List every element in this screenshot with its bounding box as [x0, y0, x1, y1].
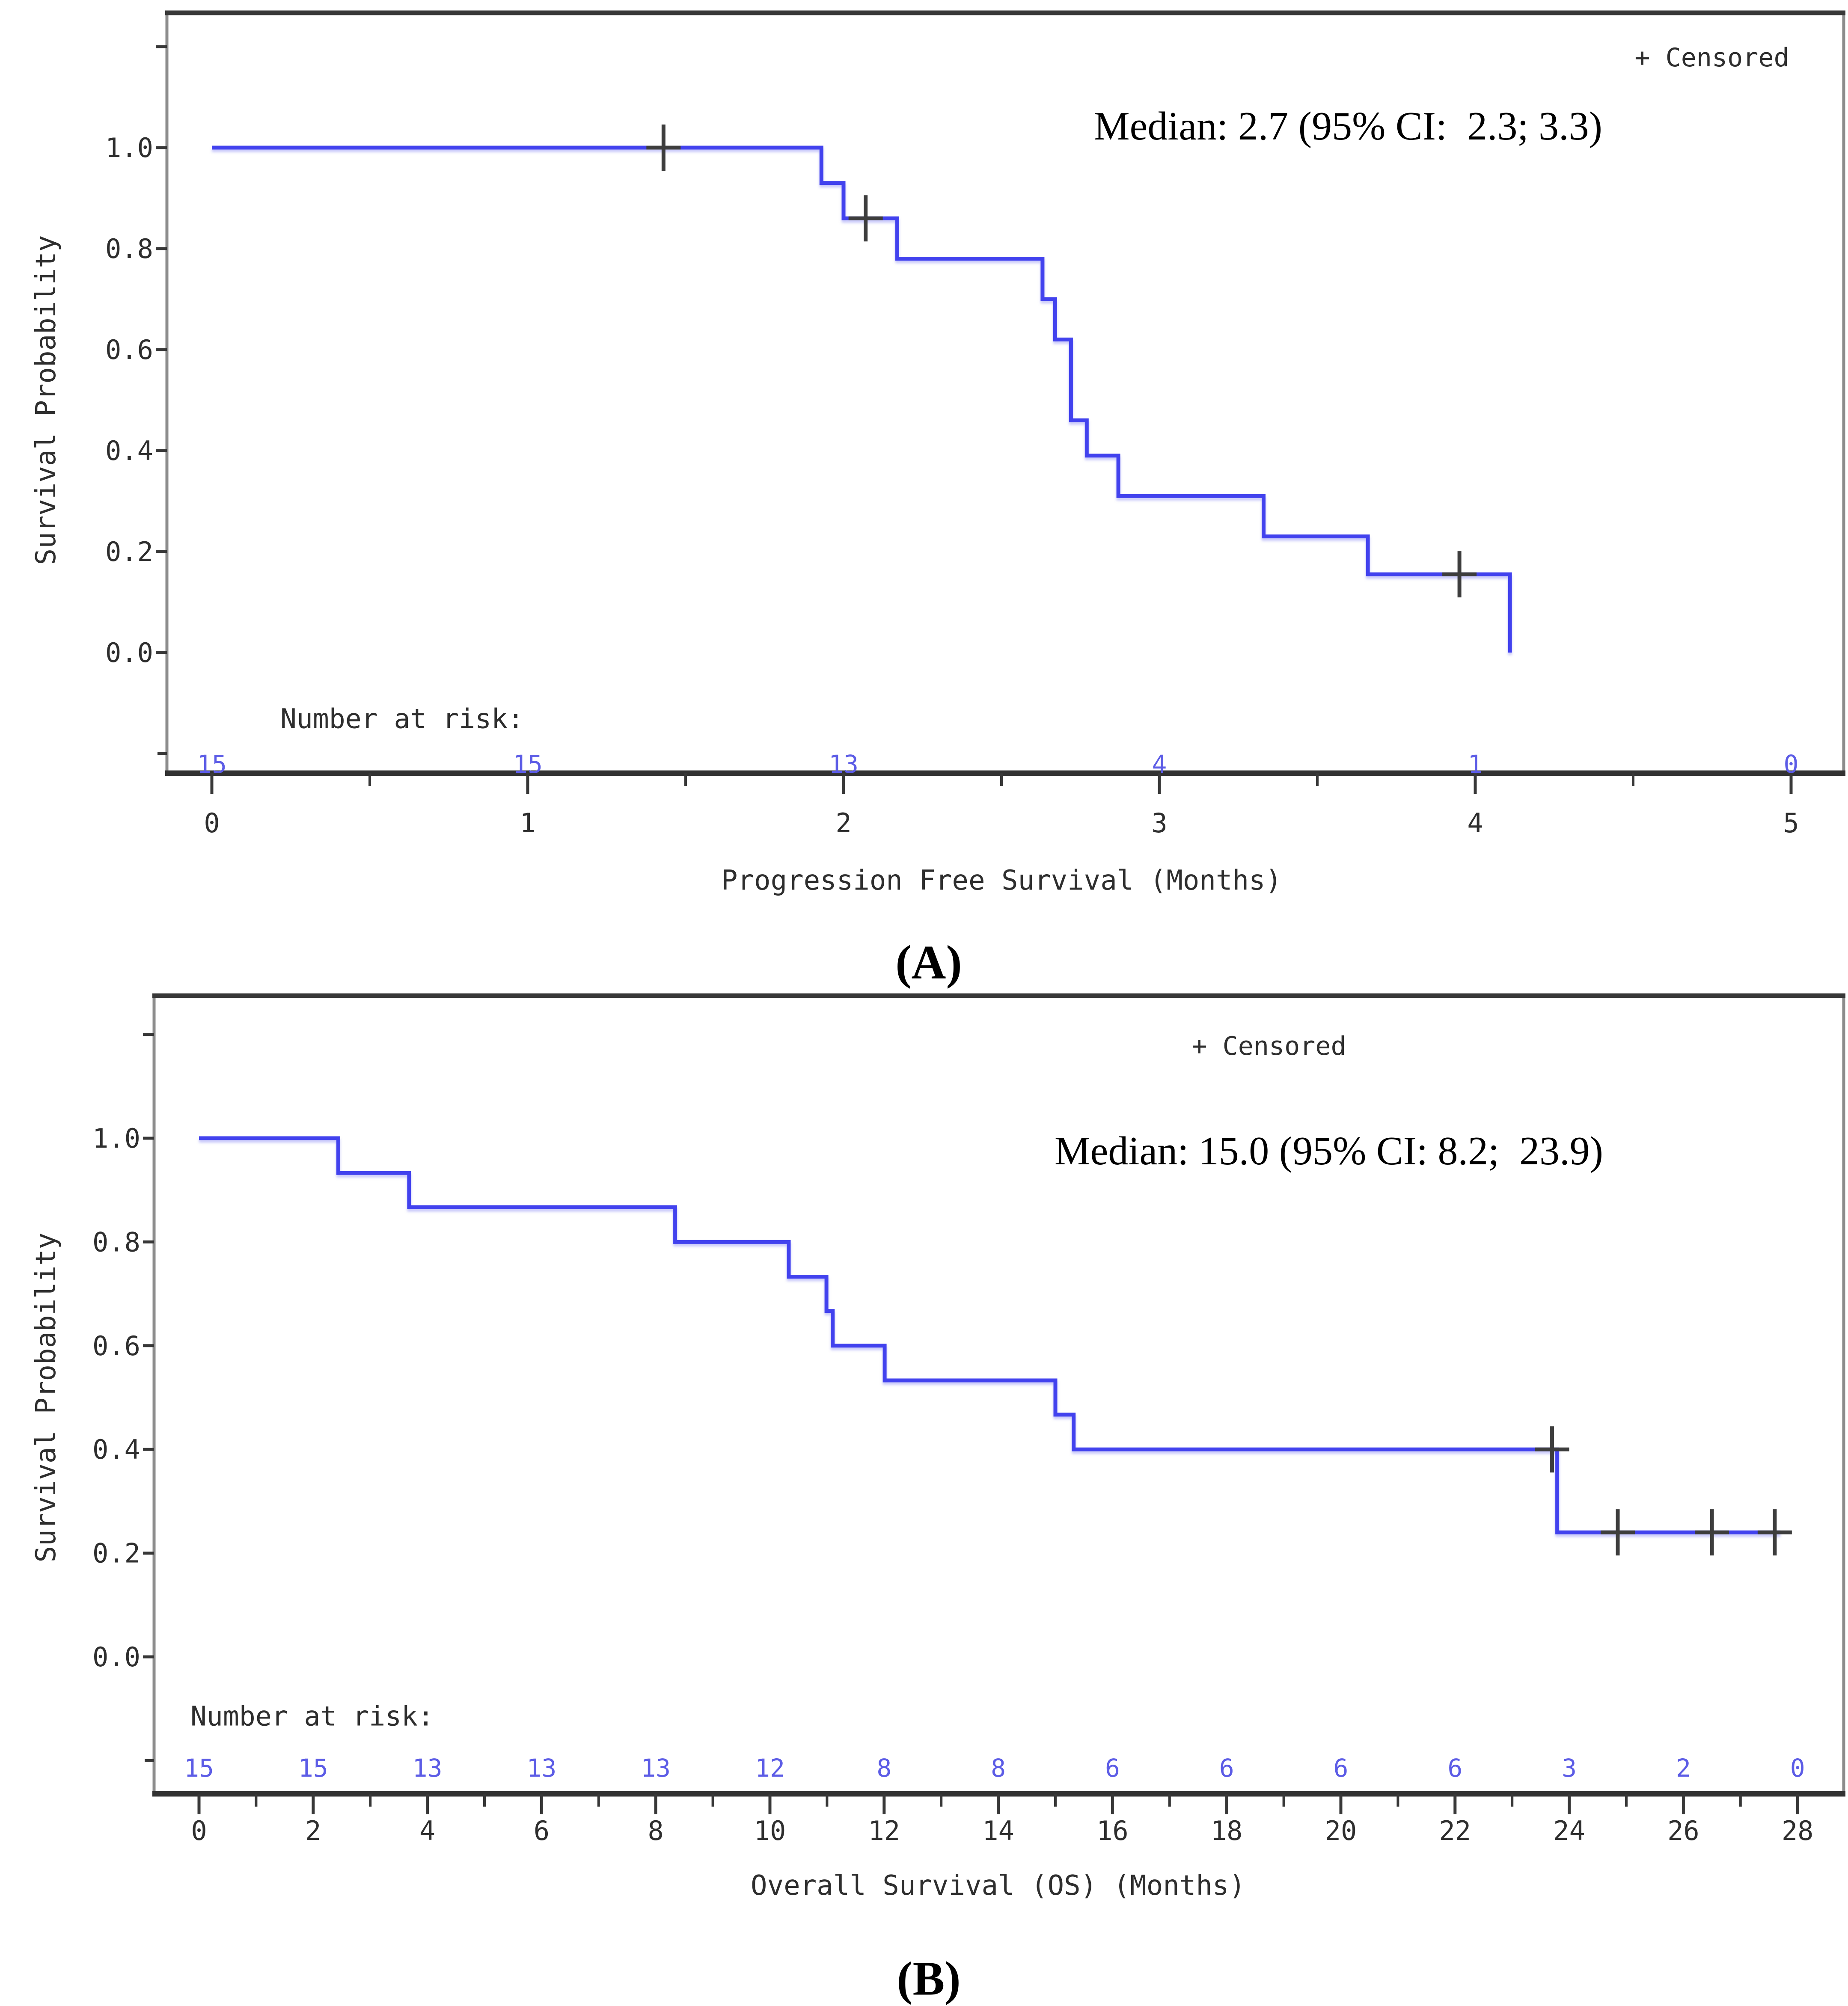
censored-legend-b: + Censored: [1191, 1031, 1346, 1061]
x-axis-title-b: Overall Survival (OS) (Months): [751, 1870, 1245, 1902]
number-at-risk-label-b: Number at risk:: [190, 1700, 434, 1732]
os-risk-count: 0: [1790, 1754, 1805, 1783]
pfs-risk-count: 0: [1784, 750, 1799, 779]
os-y-tick-label: 1.0: [92, 1123, 140, 1154]
number-at-risk-label-a: Number at risk:: [280, 703, 524, 735]
os-x-tick-label: 18: [1211, 1815, 1243, 1846]
pfs-risk-count: 15: [513, 750, 543, 779]
os-risk-count: 3: [1562, 1754, 1577, 1783]
os-y-tick-label: 0.8: [92, 1226, 140, 1258]
pfs-x-tick-label: 1: [520, 807, 535, 839]
os-risk-count: 6: [1447, 1754, 1462, 1783]
pfs-risk-count: 1: [1468, 750, 1483, 779]
os-risk-count: 2: [1676, 1754, 1691, 1783]
pfs-km-curve: [212, 145, 1512, 653]
pfs-risk-count: 4: [1152, 750, 1167, 779]
x-axis-title-a: Progression Free Survival (Months): [721, 865, 1282, 896]
y-axis-title-b: Survival Probability: [30, 1232, 62, 1563]
median-annotation-b: Median: 15.0 (95% CI: 8.2; 23.9): [1055, 1129, 1603, 1173]
os-y-tick-label: 0.2: [92, 1538, 140, 1569]
os-x-tick-label: 24: [1553, 1815, 1585, 1846]
pfs-y-tick-label: 0.0: [105, 637, 153, 668]
pfs-x-tick-label: 0: [204, 807, 220, 839]
pfs-y-tick-label: 1.0: [105, 132, 153, 163]
os-x-tick-label: 2: [305, 1815, 321, 1846]
os-x-tick-label: 8: [648, 1815, 664, 1846]
os-y-tick-label: 0.0: [92, 1641, 140, 1673]
os-risk-count: 13: [526, 1754, 556, 1783]
pfs-x-tick-label: 5: [1783, 807, 1799, 839]
os-risk-count: 8: [876, 1754, 891, 1783]
os-x-tick-label: 16: [1096, 1815, 1129, 1846]
os-risk-count: 6: [1105, 1754, 1120, 1783]
censored-legend-a: + Censored: [1634, 43, 1789, 73]
pfs-y-tick-label: 0.4: [105, 435, 153, 466]
os-risk-count: 13: [413, 1754, 443, 1783]
os-y-tick-label: 0.6: [92, 1330, 140, 1362]
pfs-y-tick-label: 0.6: [105, 334, 153, 365]
os-x-tick-label: 20: [1325, 1815, 1357, 1846]
os-risk-count: 6: [1334, 1754, 1349, 1783]
os-y-tick-label: 0.4: [92, 1434, 140, 1465]
os-risk-count: 6: [1219, 1754, 1234, 1783]
pfs-risk-count: 13: [829, 750, 859, 779]
os-risk-count: 8: [991, 1754, 1006, 1783]
pfs-x-tick-label: 4: [1467, 807, 1483, 839]
os-x-tick-label: 14: [982, 1815, 1014, 1846]
pfs-x-tick-label: 3: [1151, 807, 1167, 839]
os-x-tick-label: 26: [1667, 1815, 1699, 1846]
panel-caption-b: (B): [897, 1952, 961, 2006]
os-x-tick-label: 0: [191, 1815, 207, 1846]
os-x-tick-label: 22: [1439, 1815, 1471, 1846]
os-risk-count: 15: [184, 1754, 214, 1783]
pfs-y-tick-label: 0.8: [105, 233, 153, 264]
os-x-tick-label: 12: [868, 1815, 900, 1846]
os-risk-count: 13: [641, 1754, 671, 1783]
os-x-tick-label: 28: [1782, 1815, 1814, 1846]
y-axis-title-a: Survival Probability: [30, 235, 62, 565]
os-km-curve: [199, 1136, 1781, 1534]
median-annotation-a: Median: 2.7 (95% CI: 2.3; 3.3): [1094, 104, 1602, 148]
pfs-x-tick-label: 2: [835, 807, 851, 839]
panel-caption-a: (A): [895, 936, 962, 989]
os-plot-frame: [152, 994, 1845, 1795]
os-x-tick-label: 10: [754, 1815, 786, 1846]
os-x-tick-label: 4: [419, 1815, 435, 1846]
pfs-risk-count: 15: [197, 750, 227, 779]
pfs-y-tick-label: 0.2: [105, 536, 153, 567]
os-x-tick-label: 6: [534, 1815, 550, 1846]
os-risk-count: 15: [298, 1754, 328, 1783]
os-risk-count: 12: [755, 1754, 785, 1783]
